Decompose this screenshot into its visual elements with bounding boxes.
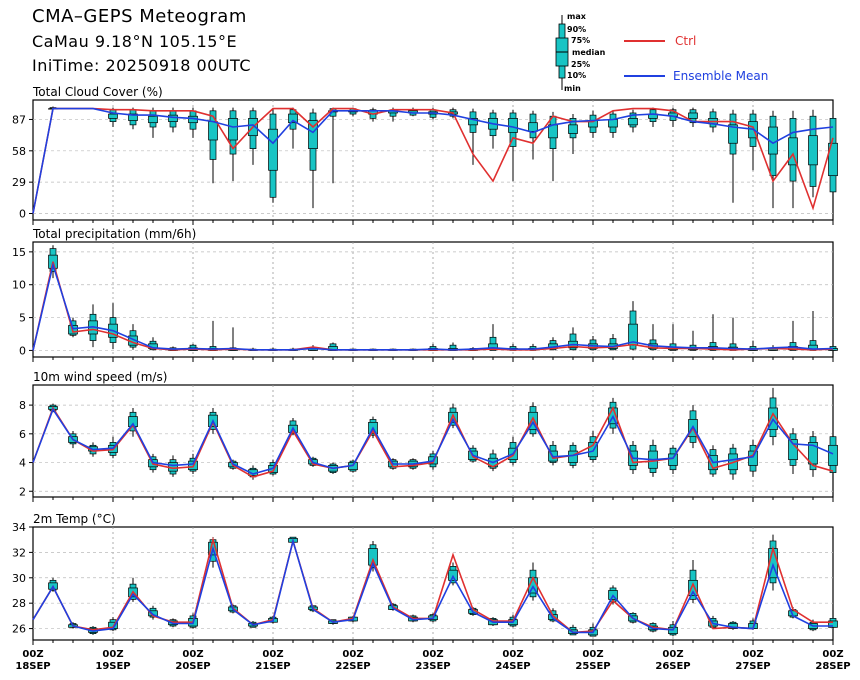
box-p25-p75: [168, 114, 178, 122]
box-p25-p75: [608, 119, 618, 128]
y-tick-label: 5: [19, 312, 26, 325]
x-time-label: 00Z: [822, 649, 843, 660]
y-tick-label: 30: [12, 572, 26, 585]
panel-title: 10m wind speed (m/s): [33, 370, 167, 384]
box-p25-p75: [688, 579, 698, 596]
x-date-label: 18SEP: [15, 661, 50, 672]
x-date-label: 20SEP: [175, 661, 210, 672]
box-p25-p75: [728, 124, 738, 144]
box-p25-p75: [288, 113, 298, 124]
box-p25-p75: [128, 113, 138, 121]
box-p25-p75: [268, 128, 278, 171]
box-p25-p75: [688, 112, 698, 119]
box-p25-p75: [528, 122, 538, 132]
y-tick-label: 15: [12, 246, 26, 259]
box-p25-p75: [628, 118, 638, 126]
box-p25-p75: [568, 450, 578, 463]
ensemble-mean-line: [32, 107, 834, 214]
x-time-label: 00Z: [502, 649, 523, 660]
y-tick-label: 0: [19, 344, 26, 357]
box-p25-p75: [788, 137, 798, 166]
x-date-label: 26SEP: [655, 661, 690, 672]
box-p25-p75: [808, 442, 818, 465]
ensemble-mean-line: [32, 407, 834, 475]
box-p25-p75: [508, 118, 518, 133]
box-p25-p75: [828, 142, 838, 177]
y-tick-label: 29: [12, 176, 26, 189]
box-p25-p75: [828, 444, 838, 466]
panel-title: Total Cloud Cover (%): [32, 85, 163, 99]
legend-p90: 90%: [567, 25, 586, 34]
legend-p75: 75%: [571, 36, 590, 45]
panel-title: 2m Temp (°C): [33, 512, 116, 526]
box-p25-p75: [568, 124, 578, 134]
x-date-label: 28SEP: [815, 661, 850, 672]
legend-min: min: [564, 84, 581, 93]
y-tick-label: 87: [12, 113, 26, 126]
x-time-label: 00Z: [102, 649, 123, 660]
box-p25-p75: [448, 411, 458, 423]
y-tick-label: 2: [19, 485, 26, 498]
x-date-label: 25SEP: [575, 661, 610, 672]
x-time-label: 00Z: [662, 649, 683, 660]
legend-mean-label: Ensemble Mean: [673, 69, 768, 83]
y-tick-label: 34: [12, 521, 26, 534]
x-date-label: 19SEP: [95, 661, 130, 672]
y-tick-label: 28: [12, 597, 26, 610]
box-p25-p75: [308, 120, 318, 149]
panel-title: Total precipitation (mm/6h): [32, 227, 196, 241]
y-tick-label: 32: [12, 546, 26, 559]
x-time-label: 00Z: [582, 649, 603, 660]
x-date-label: 21SEP: [255, 661, 290, 672]
box-p25-p75: [148, 115, 158, 124]
x-time-label: 00Z: [742, 649, 763, 660]
legend-max: max: [567, 12, 587, 21]
y-tick-label: 6: [19, 428, 26, 441]
x-time-label: 00Z: [342, 649, 363, 660]
ensemble-mean-line: [32, 261, 834, 351]
ctrl-series-line: [32, 406, 834, 478]
y-tick-label: 58: [12, 145, 26, 158]
legend-p25: 25%: [571, 60, 590, 69]
chart-title: CMA–GEPS Meteogram: [32, 6, 247, 27]
y-tick-label: 8: [19, 399, 26, 412]
legend-p10: 10%: [567, 71, 586, 80]
x-time-label: 00Z: [262, 649, 283, 660]
box-p25-p75: [208, 121, 218, 141]
y-tick-label: 10: [12, 279, 26, 292]
x-date-label: 24SEP: [495, 661, 530, 672]
box-p25-p75: [108, 113, 118, 119]
location-label: CaMau 9.18°N 105.15°E: [32, 32, 238, 51]
box-p25-p75: [228, 118, 238, 141]
box-p25-p75: [828, 620, 838, 628]
legend-box-diagram: [555, 15, 569, 90]
x-time-label: 00Z: [22, 649, 43, 660]
x-date-label: 23SEP: [415, 661, 450, 672]
box-p25-p75: [748, 450, 758, 466]
y-tick-label: 26: [12, 623, 26, 636]
x-date-label: 27SEP: [735, 661, 770, 672]
init-time-label: IniTime: 20250918 00UTC: [32, 56, 252, 75]
box-p25-p75: [468, 118, 478, 126]
box-p25-p75: [668, 453, 678, 466]
x-time-label: 00Z: [422, 649, 443, 660]
box-p25-p75: [808, 135, 818, 166]
x-time-label: 00Z: [182, 649, 203, 660]
ensemble-mean-line: [32, 537, 833, 634]
x-date-label: 22SEP: [335, 661, 370, 672]
legend-ctrl-label: Ctrl: [675, 34, 696, 48]
y-tick-label: 0: [19, 208, 26, 221]
legend-median: median: [572, 48, 606, 57]
y-tick-label: 4: [19, 457, 26, 470]
